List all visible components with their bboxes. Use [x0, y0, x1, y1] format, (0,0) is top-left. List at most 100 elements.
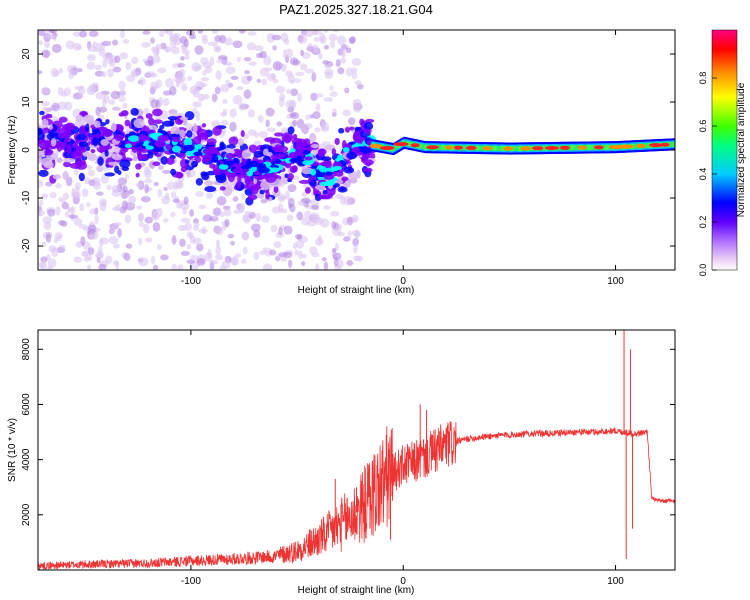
spectrogram-blob [186, 231, 192, 238]
spectrogram-blob [139, 77, 146, 86]
spectrogram-blob [347, 117, 356, 126]
spectrogram-blob [180, 166, 187, 173]
spectrogram-blob [310, 144, 320, 149]
spectrogram-blob [68, 207, 74, 213]
spectrogram-blob [289, 113, 297, 118]
spectrogram-blob [270, 154, 278, 160]
spectrogram-band-inner [671, 141, 674, 147]
spectrogram-blob [170, 126, 181, 136]
spectrogram-blob [99, 126, 108, 132]
spectrogram-blob [253, 150, 264, 158]
spectrogram-band-inner [439, 144, 442, 150]
spectrogram-blob [334, 242, 339, 251]
spectrogram-band-inner [646, 143, 649, 149]
spectrogram-blob [114, 146, 120, 155]
spectrogram-blob [176, 172, 184, 179]
spectrogram-band-inner [587, 144, 590, 150]
spectrogram-blob [113, 222, 122, 227]
spectrogram-blob [269, 249, 277, 256]
colorbar-gradient [712, 30, 737, 270]
spectrogram-blob [189, 34, 197, 40]
spectrogram-blob [312, 30, 322, 35]
spectrogram-blob [253, 229, 261, 238]
spectrogram-blob [40, 260, 48, 270]
spectrogram-blob [186, 130, 193, 138]
spectrogram-band-inner [607, 144, 610, 150]
spectrogram-peak [593, 145, 604, 150]
spectrogram-blob [88, 169, 95, 177]
spectrogram-blob [186, 169, 191, 178]
spectrogram-blob [238, 103, 246, 111]
spectrogram-band-inner [604, 144, 607, 150]
spectrogram-peak [379, 146, 395, 151]
spectrogram-blob [150, 54, 161, 64]
spectrogram-blob [363, 122, 374, 131]
spectrogram-blob [311, 252, 320, 258]
snr-y-tick-label: 2000 [21, 503, 32, 526]
spectrogram-blob [296, 211, 304, 221]
spectrogram-blob [119, 159, 131, 169]
spectrogram-blob [78, 85, 86, 96]
spectrogram-blob [189, 235, 196, 245]
spectrogram-blob [177, 264, 184, 270]
spectrogram-blob [104, 149, 109, 157]
spectrogram-blob [111, 39, 119, 46]
spectrogram-blob [315, 103, 321, 112]
spectrogram-blob [133, 118, 145, 129]
spectrogram-blob [70, 139, 75, 145]
spectrogram-band-inner [420, 143, 423, 149]
spectrogram-blob [293, 78, 302, 83]
spectrogram-blob [172, 198, 180, 203]
spectrogram-blob [353, 131, 359, 141]
spectrogram-blob [191, 62, 201, 72]
snr-y-tick-label: 4000 [21, 448, 32, 471]
spectrogram-blob [309, 246, 318, 255]
spectrogram-blob [66, 144, 72, 155]
spectrogram-blob [240, 130, 245, 138]
spectrogram-blob [356, 169, 361, 179]
spectrogram-blob [192, 123, 198, 133]
spectrogram-blob [229, 121, 237, 132]
spectrogram-blob [240, 203, 245, 213]
spectrogram-blob [110, 90, 121, 100]
spectrogram-blob [321, 141, 331, 146]
spectrogram-blob [87, 247, 95, 255]
spectrogram-band-inner [395, 144, 398, 150]
spectrogram-band-inner [500, 145, 503, 151]
spectrogram-blob [128, 131, 136, 137]
spectrogram-blob [329, 85, 334, 91]
spectrogram-blob [224, 37, 233, 46]
spectrogram-blob [87, 224, 97, 234]
spectrogram-blob [320, 121, 330, 131]
spectrogram-blob [201, 34, 208, 41]
spectrogram-blob [122, 185, 128, 193]
spectrogram-blob [206, 138, 217, 146]
spectrogram-blob [90, 149, 96, 154]
spectrogram-blob [165, 78, 174, 88]
spectrogram-blob [102, 98, 107, 108]
spectrogram-blob [96, 191, 104, 196]
spectrogram-blob [171, 46, 180, 55]
spectrogram-blob [314, 237, 324, 246]
spectrogram-peak [519, 146, 532, 151]
spectrogram-blob [135, 182, 144, 188]
spectrogram-blob [259, 189, 265, 195]
spectrogram-blob [205, 147, 218, 155]
spectrogram-blob [244, 178, 252, 185]
spectrogram-blob [202, 93, 210, 100]
spectrogram-blob [265, 173, 277, 184]
spectrogram-blob [161, 110, 169, 120]
spectrogram-peak [393, 142, 409, 147]
spectrogram-blob [118, 80, 126, 90]
spectrogram-blob [259, 67, 270, 77]
spectrogram-blob [248, 61, 257, 67]
spectrogram-blob [337, 67, 345, 75]
spectrogram-blob [287, 126, 295, 135]
spectrogram-blob [322, 189, 328, 195]
spectrogram-blob [126, 202, 136, 207]
spectrogram-blob [52, 35, 57, 41]
spectrogram-blob [145, 237, 153, 243]
spectrogram-blob [283, 135, 292, 144]
spectrogram-blob [265, 107, 275, 117]
spectrogram-blob [38, 179, 44, 188]
